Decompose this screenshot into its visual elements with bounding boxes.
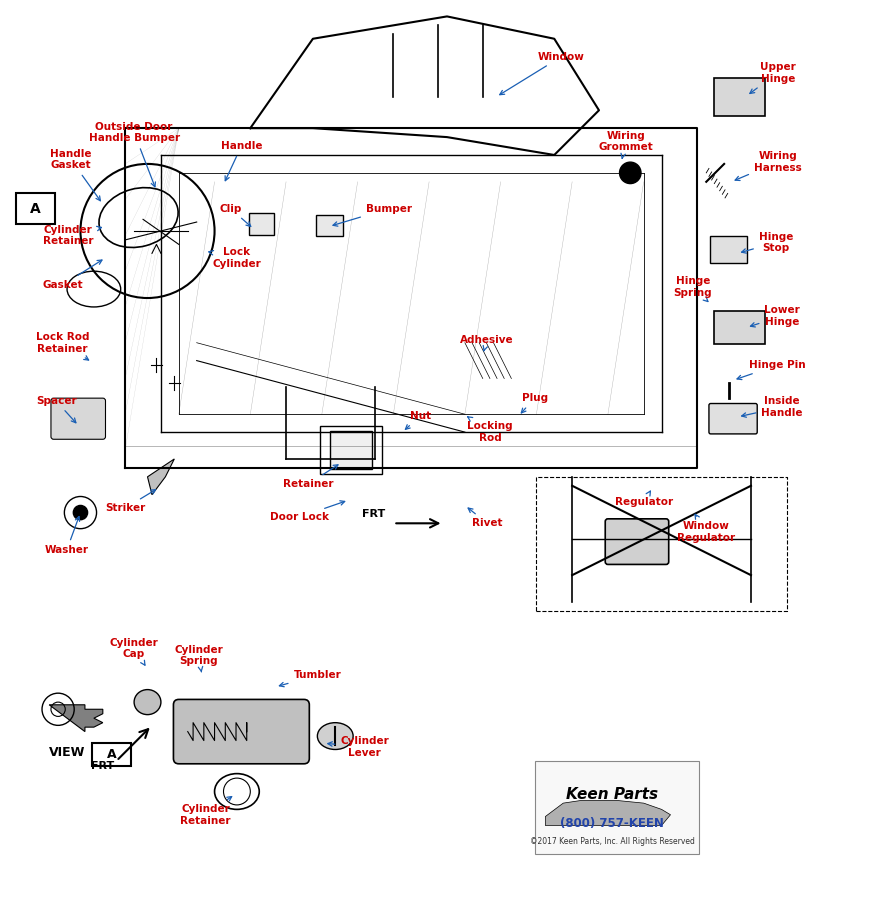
Text: (800) 757-KEEN: (800) 757-KEEN (561, 817, 664, 830)
FancyBboxPatch shape (173, 699, 309, 764)
FancyBboxPatch shape (249, 213, 274, 235)
FancyBboxPatch shape (16, 194, 55, 224)
Text: Cylinder
Spring: Cylinder Spring (174, 644, 223, 672)
Text: Outside Door
Handle Bumper: Outside Door Handle Bumper (89, 122, 180, 187)
Text: Striker: Striker (105, 490, 156, 513)
Circle shape (73, 506, 88, 519)
Text: Bumper: Bumper (333, 203, 412, 226)
Text: Window: Window (500, 51, 585, 94)
Text: Handle
Gasket: Handle Gasket (50, 148, 100, 201)
FancyBboxPatch shape (320, 426, 382, 474)
Ellipse shape (317, 723, 353, 750)
Text: Handle: Handle (221, 141, 262, 181)
Text: Hinge Pin: Hinge Pin (737, 360, 806, 380)
Polygon shape (545, 800, 670, 825)
FancyBboxPatch shape (330, 431, 372, 469)
Text: Hinge
Spring: Hinge Spring (673, 276, 713, 302)
Ellipse shape (215, 774, 259, 809)
Text: Upper
Hinge: Upper Hinge (750, 62, 796, 94)
Ellipse shape (134, 689, 161, 715)
Text: Keen Parts: Keen Parts (566, 787, 659, 802)
Text: Tumbler: Tumbler (280, 670, 342, 687)
Text: Wiring
Grommet: Wiring Grommet (598, 130, 654, 158)
Circle shape (620, 162, 641, 184)
FancyBboxPatch shape (535, 761, 699, 854)
Text: Lower
Hinge: Lower Hinge (750, 305, 800, 327)
Polygon shape (148, 459, 174, 495)
FancyBboxPatch shape (714, 310, 765, 344)
Text: Locking
Rod: Locking Rod (467, 417, 513, 443)
Text: VIEW: VIEW (49, 746, 85, 759)
Polygon shape (49, 705, 103, 732)
Text: Cylinder
Retainer: Cylinder Retainer (181, 796, 232, 825)
FancyBboxPatch shape (709, 403, 757, 434)
Text: A: A (30, 202, 41, 216)
Text: Regulator: Regulator (614, 491, 673, 507)
Text: Cylinder
Cap: Cylinder Cap (110, 638, 158, 665)
Text: Lock Rod
Retainer: Lock Rod Retainer (36, 332, 89, 360)
FancyBboxPatch shape (710, 237, 747, 263)
Text: Rivet: Rivet (468, 508, 502, 528)
Text: Nut: Nut (405, 411, 431, 429)
Text: Lock
Cylinder: Lock Cylinder (208, 247, 261, 268)
Text: FRT: FRT (90, 761, 114, 771)
FancyBboxPatch shape (51, 398, 105, 439)
FancyBboxPatch shape (316, 215, 343, 237)
FancyBboxPatch shape (605, 518, 669, 564)
Text: Spacer: Spacer (36, 396, 76, 423)
Text: Retainer: Retainer (283, 464, 338, 489)
Text: FRT: FRT (362, 509, 385, 519)
Text: Clip: Clip (219, 203, 251, 227)
Text: Wiring
Harness: Wiring Harness (735, 151, 802, 181)
Text: Plug: Plug (521, 393, 548, 413)
Text: Adhesive: Adhesive (460, 335, 514, 351)
Text: ©2017 Keen Parts, Inc. All Rights Reserved: ©2017 Keen Parts, Inc. All Rights Reserv… (530, 837, 695, 846)
Text: Cylinder
Lever: Cylinder Lever (328, 736, 389, 758)
Text: Window
Regulator: Window Regulator (677, 514, 736, 543)
Text: Cylinder
Retainer: Cylinder Retainer (43, 225, 101, 247)
FancyBboxPatch shape (714, 78, 765, 115)
Text: Door Lock: Door Lock (270, 500, 345, 522)
Text: Gasket: Gasket (43, 260, 102, 290)
Text: A: A (107, 749, 116, 761)
Text: Inside
Handle: Inside Handle (742, 396, 803, 418)
Text: Washer: Washer (45, 517, 89, 555)
Text: Hinge
Stop: Hinge Stop (741, 232, 793, 254)
FancyBboxPatch shape (92, 743, 131, 767)
